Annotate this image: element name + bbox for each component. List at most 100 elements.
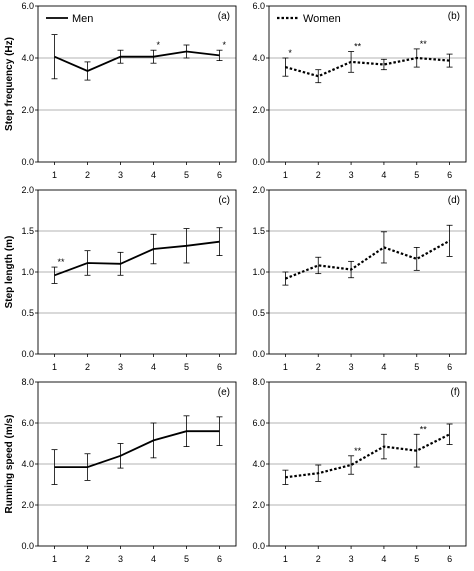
y-tick-label: 1.5 — [21, 226, 34, 236]
x-tick-label: 2 — [316, 362, 321, 372]
series-line — [54, 50, 220, 72]
significance-marker: ** — [354, 42, 362, 52]
significance-marker: * — [223, 40, 227, 50]
y-tick-label: 4.0 — [21, 53, 34, 63]
panel-f: 0.0 2.0 4.0 6.0 8.0 1 2 3 4 5 6 (f) ** ** — [252, 377, 467, 564]
y-tick-label: 0.5 — [21, 308, 34, 318]
y-tick-label: 0.0 — [252, 157, 265, 167]
x-tick-label: 2 — [85, 554, 90, 564]
significance-marker: * — [157, 40, 161, 50]
x-tick-label: 6 — [217, 170, 222, 180]
y-tick-label: 0.0 — [252, 541, 265, 551]
x-tick-label: 4 — [381, 554, 386, 564]
y-tick-label: 0.0 — [21, 541, 34, 551]
plot-frame — [37, 381, 237, 547]
y-tick-label: 4.0 — [252, 459, 265, 469]
x-tick-label: 4 — [151, 362, 156, 372]
x-tick-label: 4 — [381, 362, 386, 372]
x-tick-label: 2 — [85, 170, 90, 180]
panel-tag: (b) — [448, 11, 460, 22]
y-tick-label: 1.5 — [252, 226, 265, 236]
panel-tag: (a) — [218, 11, 230, 22]
plot-frame — [268, 189, 467, 355]
series-line — [54, 430, 220, 468]
x-tick-label: 5 — [184, 362, 189, 372]
x-tick-label: 2 — [85, 362, 90, 372]
x-tick-label: 1 — [283, 170, 288, 180]
y-axis-label: Step length (m) — [4, 236, 15, 309]
panel-b: 0.02.04.06.01 2 3 4 5 6(b)*** **Women — [252, 1, 467, 180]
x-tick-label: 4 — [151, 554, 156, 564]
y-tick-label: 0.0 — [21, 349, 34, 359]
y-tick-label: 2.0 — [252, 500, 265, 510]
y-tick-label: 8.0 — [21, 377, 34, 387]
x-tick-label: 3 — [349, 170, 354, 180]
significance-marker: ** — [58, 257, 66, 267]
legend-label: Men — [72, 13, 93, 25]
panel-e: 0.0 2.0 4.0 6.0 8.0 1 2 3 4 5 6 Running speed (m/s)… — [4, 377, 237, 564]
y-tick-label: 4.0 — [21, 459, 34, 469]
plot-frame — [268, 381, 467, 547]
x-tick-label: 2 — [316, 554, 321, 564]
y-axis-label: Step frequency (Hz) — [4, 37, 15, 131]
y-tick-label: 1.0 — [252, 267, 265, 277]
x-tick-label: 4 — [151, 170, 156, 180]
y-axis-label: Running speed (m/s) — [4, 415, 15, 514]
y-tick-label: 2.0 — [21, 105, 34, 115]
x-tick-label: 6 — [217, 362, 222, 372]
x-tick-label: 6 — [447, 170, 452, 180]
y-tick-label: 6.0 — [252, 418, 265, 428]
y-tick-label: 2.0 — [252, 185, 265, 195]
plot-frame — [37, 189, 237, 355]
panel-tag: (d) — [448, 195, 460, 206]
panel-a: 0.0 2.0 4.0 6.0 1 2 3 4 5 6 Step frequency (Hz) (a)… — [4, 1, 237, 180]
x-tick-label: 3 — [118, 362, 123, 372]
x-tick-label: 1 — [283, 362, 288, 372]
legend-label: Women — [303, 13, 341, 25]
y-tick-label: 2.0 — [252, 105, 265, 115]
panel-tag: (e) — [218, 387, 230, 398]
y-tick-label: 2.0 — [21, 185, 34, 195]
x-tick-label: 5 — [414, 170, 419, 180]
x-tick-label: 3 — [349, 554, 354, 564]
x-tick-label: 1 — [52, 554, 57, 564]
x-tick-label: 3 — [118, 170, 123, 180]
panel-d: 0.0 0.5 1.0 1.5 2.0 1 2 3 4 5 6 (d) — [252, 185, 467, 372]
y-tick-label: 6.0 — [21, 418, 34, 428]
y-tick-label: 0.0 — [252, 349, 265, 359]
x-tick-label: 5 — [414, 362, 419, 372]
y-tick-label: 2.0 — [21, 500, 34, 510]
y-tick-label: 4.0 — [252, 53, 265, 63]
plot-frame — [268, 5, 467, 163]
x-tick-label: 6 — [217, 554, 222, 564]
x-tick-label: 3 — [118, 554, 123, 564]
series-line — [285, 56, 450, 78]
series-line — [285, 433, 451, 479]
y-tick-label: 8.0 — [252, 377, 265, 387]
x-tick-label: 4 — [381, 170, 386, 180]
panel-c: 0.0 0.5 1.0 1.5 2.0 1 2 3 4 5 6 Step length (m) (c) *… — [4, 185, 237, 372]
x-tick-label: 1 — [283, 554, 288, 564]
plot-frame — [37, 5, 237, 163]
x-tick-label: 5 — [184, 170, 189, 180]
significance-marker: ** — [420, 424, 428, 434]
significance-marker: ** — [354, 446, 362, 456]
series-line — [54, 240, 220, 277]
panel-tag: (f) — [451, 387, 460, 398]
x-tick-label: 6 — [447, 554, 452, 564]
x-tick-label: 2 — [316, 170, 321, 180]
x-tick-label: 6 — [447, 362, 452, 372]
significance-marker: * — [288, 48, 292, 58]
x-tick-label: 1 — [52, 170, 57, 180]
y-tick-label: 6.0 — [252, 1, 265, 11]
x-tick-label: 1 — [52, 362, 57, 372]
y-tick-label: 0.5 — [252, 308, 265, 318]
y-tick-label: 1.0 — [21, 267, 34, 277]
y-tick-label: 0.0 — [21, 157, 34, 167]
x-tick-label: 5 — [414, 554, 419, 564]
x-tick-label: 5 — [184, 554, 189, 564]
panel-tag: (c) — [218, 195, 230, 206]
significance-marker: ** — [420, 39, 428, 49]
x-tick-label: 3 — [349, 362, 354, 372]
